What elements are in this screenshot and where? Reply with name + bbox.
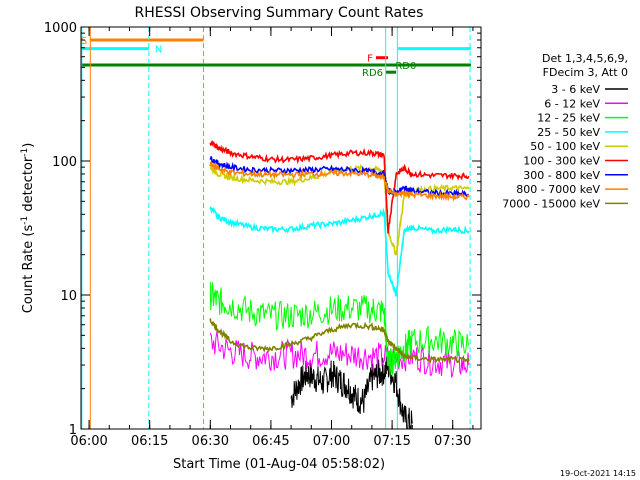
y-axis-label-exponent: -1 [20,216,30,225]
legend-entry-label: 3 - 6 keV [551,83,600,96]
flag-label-n: N [155,45,162,56]
legend-entry-label: 800 - 7000 keV [516,183,600,196]
x-tick-label: 06:00 [70,434,107,449]
series-line-8 [209,318,470,366]
x-axis-label: Start Time (01-Aug-04 05:58:02) [173,457,385,472]
series-line-5 [209,140,470,234]
legend-entry-label: 50 - 100 keV [530,140,600,153]
flag-label-rd0: RD0 [395,61,416,72]
y-tick-label: 1 [69,423,77,438]
series-line-7 [209,161,470,202]
y-axis-label: Count Rate (s-1 detector-1) [20,143,36,314]
y-axis-label-suffix: detector [21,156,36,216]
plot-frame [80,26,482,430]
legend-entry-label: 300 - 800 keV [523,169,600,182]
series-line-3 [209,206,470,297]
x-tick-label: 06:45 [252,434,289,449]
y-axis-label-prefix: Count Rate (s [21,225,36,314]
x-tick-label: 07:15 [373,434,410,449]
legend-entry-label: 6 - 12 keV [544,97,600,110]
y-tick-label: 1000 [44,21,77,36]
legend-header-line: Det 1,3,4,5,6,9, [542,52,628,65]
footer-timestamp: 19-Oct-2021 14:15 [560,469,636,478]
series-lines [209,140,470,429]
flag-label-s: S [81,36,87,47]
x-tick-label: 06:15 [131,434,168,449]
legend-header-line: FDecim 3, Att 0 [543,66,628,79]
x-axis: 06:00 06:15 06:30 06:45 07:00 07:15 07:30 [70,27,474,449]
chart-title: RHESSI Observing Summary Count Rates [135,5,424,21]
y-tick-label: 10 [60,289,77,304]
y-axis-label-exponent-2: -1 [20,148,30,157]
y-axis: 1 10 100 1000 [44,21,481,438]
flag-labels: S N F RD6 RD0 [81,36,416,79]
y-axis-label-close: ) [21,143,36,148]
y-tick-label: 100 [52,155,77,170]
flag-bars [81,38,471,74]
legend-entry-label: 25 - 50 keV [537,126,600,139]
flag-label-rd6: RD6 [362,68,383,79]
x-tick-label: 07:00 [313,434,350,449]
legend-entry-label: 7000 - 15000 keV [502,197,600,210]
x-tick-label: 06:30 [192,434,229,449]
legend: Det 1,3,4,5,6,9,FDecim 3, Att 0 3 - 6 keV… [502,52,628,210]
x-tick-label: 07:30 [434,434,471,449]
flag-label-f: F [367,54,373,65]
legend-entry-label: 12 - 25 keV [537,112,600,125]
legend-entry-label: 100 - 300 keV [523,155,600,168]
series-line-2 [209,281,470,377]
